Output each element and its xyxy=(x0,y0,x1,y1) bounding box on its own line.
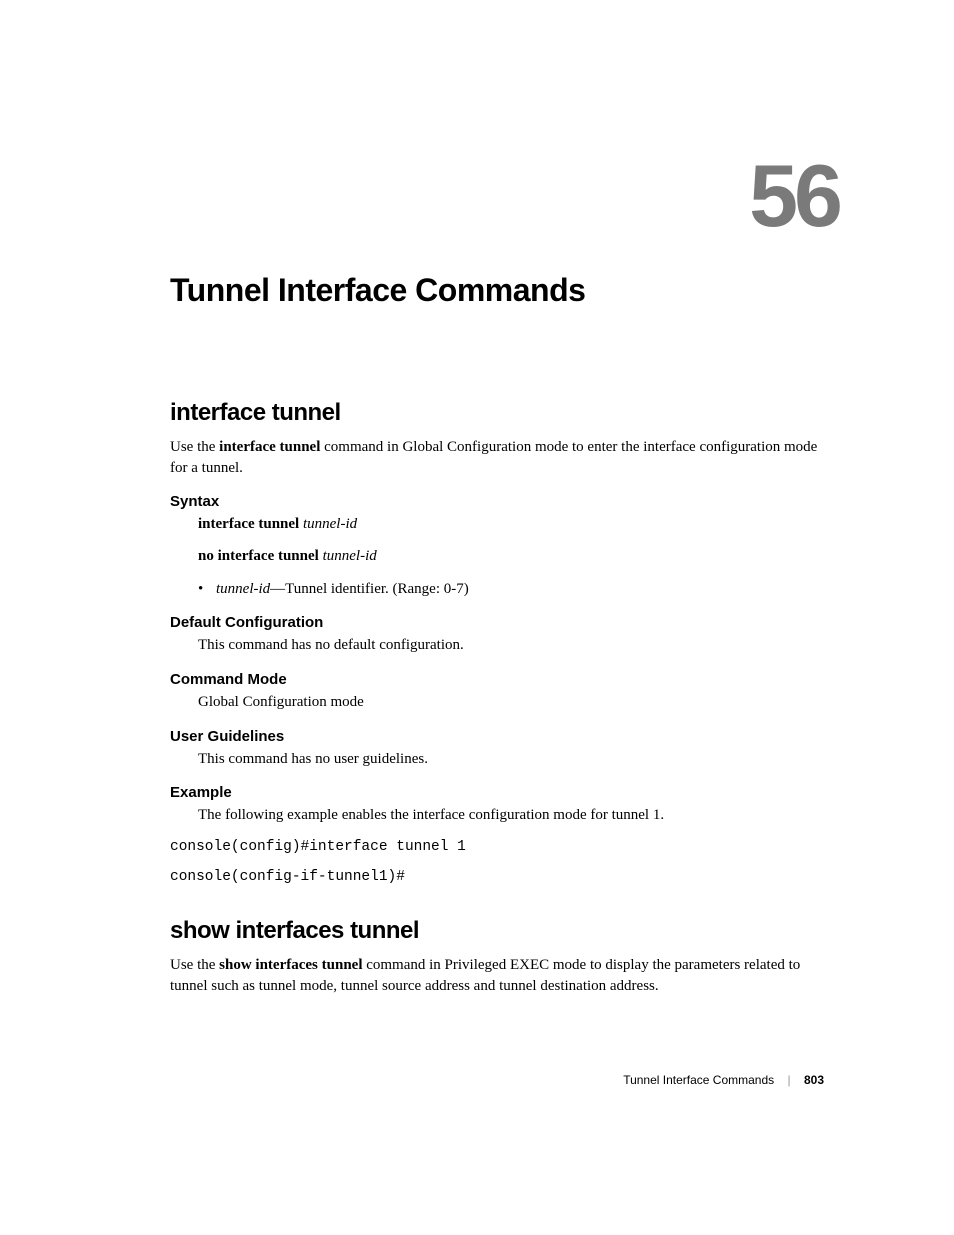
user-guidelines-heading: User Guidelines xyxy=(170,728,824,745)
default-config-heading: Default Configuration xyxy=(170,614,824,631)
chapter-number: 56 xyxy=(749,145,839,247)
syntax-cmd-1: interface tunnel xyxy=(198,516,303,532)
example-code-2: console(config-if-tunnel1)# xyxy=(170,867,824,889)
syntax-cmd-2: no interface tunnel xyxy=(198,548,323,564)
syntax-bullet: •tunnel-id—Tunnel identifier. (Range: 0-… xyxy=(198,578,824,601)
bullet-desc: Tunnel identifier xyxy=(285,581,385,597)
syntax-line-2: no interface tunnel tunnel-id xyxy=(198,546,824,568)
bullet-range: . (Range: 0-7) xyxy=(385,581,469,597)
command-mode-text: Global Configuration mode xyxy=(198,692,824,714)
footer-section: Tunnel Interface Commands xyxy=(623,1073,774,1087)
intro-command: interface tunnel xyxy=(219,439,320,455)
example-text: The following example enables the interf… xyxy=(198,805,824,827)
example-code-1: console(config)#interface tunnel 1 xyxy=(170,837,824,859)
bullet-icon: • xyxy=(198,578,216,601)
intro-prefix: Use the xyxy=(170,439,219,455)
show-intro-command: show interfaces tunnel xyxy=(219,957,362,973)
page-content: 56 Tunnel Interface Commands interface t… xyxy=(0,0,954,1235)
syntax-heading: Syntax xyxy=(170,493,824,510)
show-intro-paragraph: Use the show interfaces tunnel command i… xyxy=(170,955,824,997)
section-title-show-interfaces-tunnel: show interfaces tunnel xyxy=(170,917,824,945)
syntax-arg-2: tunnel-id xyxy=(323,548,377,564)
example-heading: Example xyxy=(170,784,824,801)
intro-paragraph: Use the interface tunnel command in Glob… xyxy=(170,437,824,479)
footer-separator: | xyxy=(788,1073,791,1087)
command-mode-heading: Command Mode xyxy=(170,671,824,688)
default-config-text: This command has no default configuratio… xyxy=(198,635,824,657)
footer-page-number: 803 xyxy=(804,1073,824,1087)
page-footer: Tunnel Interface Commands | 803 xyxy=(623,1073,824,1087)
show-intro-prefix: Use the xyxy=(170,957,219,973)
syntax-line-1: interface tunnel tunnel-id xyxy=(198,514,824,536)
bullet-arg: tunnel-id xyxy=(216,581,270,597)
user-guidelines-text: This command has no user guidelines. xyxy=(198,749,824,771)
section-title-interface-tunnel: interface tunnel xyxy=(170,399,824,427)
bullet-dash: — xyxy=(270,581,285,597)
chapter-title: Tunnel Interface Commands xyxy=(170,272,824,309)
syntax-arg-1: tunnel-id xyxy=(303,516,357,532)
